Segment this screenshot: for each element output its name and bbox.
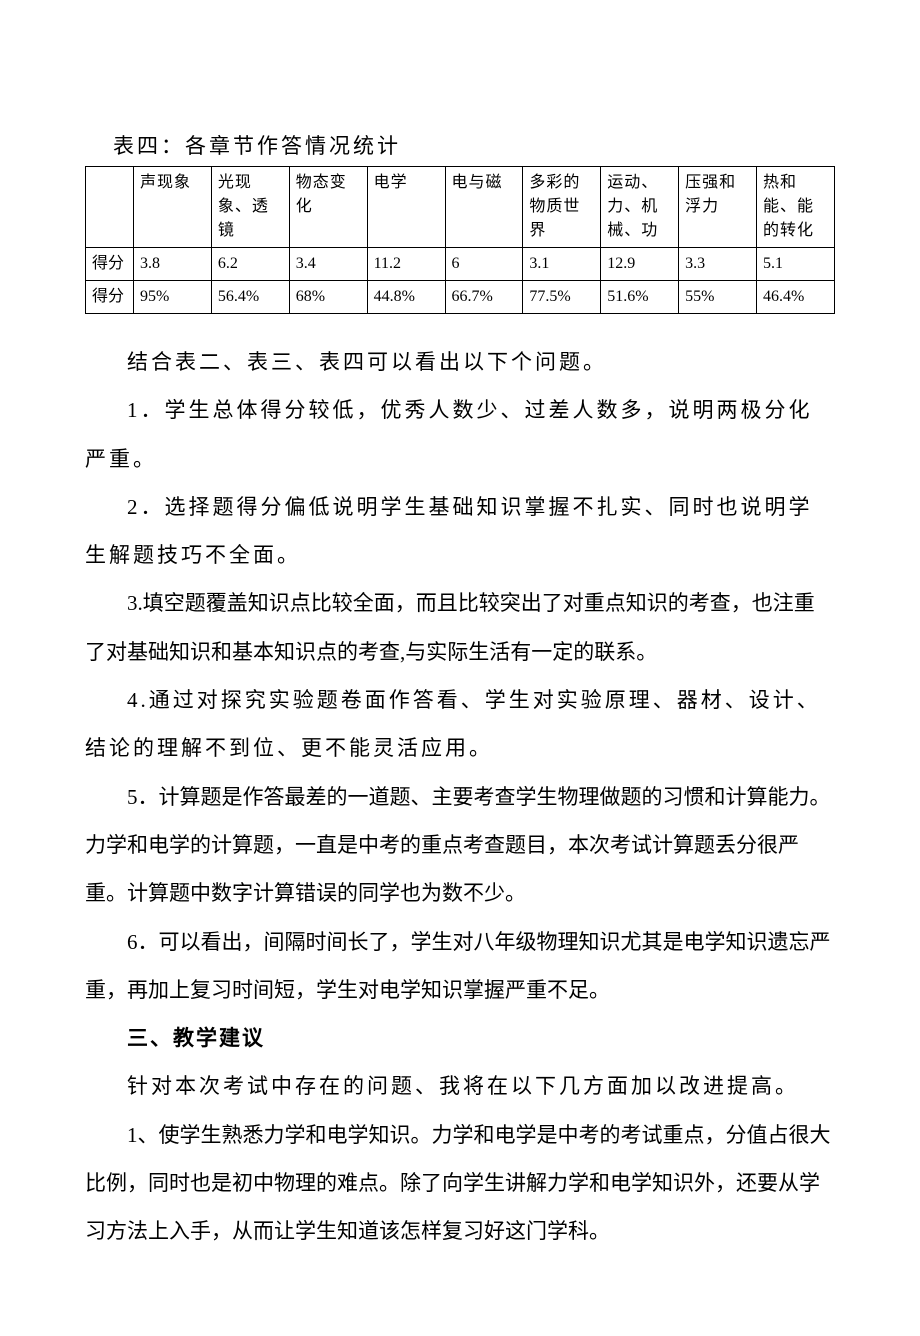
- paragraph-issue-4: 4.通过对探究实验题卷面作答看、学生对实验原理、器材、设计、结论的理解不到位、更…: [85, 676, 835, 773]
- data-cell: 3.1: [523, 248, 601, 281]
- section-heading: 三、教学建议: [85, 1014, 835, 1062]
- data-cell: 12.9: [601, 248, 679, 281]
- row-label: 得分: [86, 281, 134, 314]
- data-cell: 66.7%: [445, 281, 523, 314]
- paragraph-suggestion-1: 1、使学生熟悉力学和电学知识。力学和电学是中考的考试重点，分值占很大比例，同时也…: [85, 1111, 835, 1256]
- data-cell: 95%: [134, 281, 212, 314]
- header-cell: 物态变化: [289, 167, 367, 248]
- data-cell: 56.4%: [211, 281, 289, 314]
- header-cell: 电与磁: [445, 167, 523, 248]
- header-cell: 声现象: [134, 167, 212, 248]
- table-row: 得分 95% 56.4% 68% 44.8% 66.7% 77.5% 51.6%…: [86, 281, 835, 314]
- data-cell: 6.2: [211, 248, 289, 281]
- paragraph-issue-3: 3.填空题覆盖知识点比较全面，而且比较突出了对重点知识的考查，也注重了对基础知识…: [85, 579, 835, 676]
- paragraph-issue-5: 5．计算题是作答最差的一道题、主要考查学生物理做题的习惯和计算能力。力学和电学的…: [85, 773, 835, 918]
- paragraph-intro: 结合表二、表三、表四可以看出以下个问题。: [85, 338, 835, 386]
- data-cell: 3.4: [289, 248, 367, 281]
- chapter-statistics-table: 声现象 光现象、透镜 物态变化 电学 电与磁 多彩的物质世界 运动、力、机械、功…: [85, 166, 835, 314]
- paragraph-issue-1: 1．学生总体得分较低，优秀人数少、过差人数多，说明两极分化严重。: [85, 386, 835, 483]
- paragraph-issue-2: 2．选择题得分偏低说明学生基础知识掌握不扎实、同时也说明学生解题技巧不全面。: [85, 483, 835, 580]
- header-empty: [86, 167, 134, 248]
- header-cell: 多彩的物质世界: [523, 167, 601, 248]
- data-cell: 46.4%: [757, 281, 835, 314]
- table-row: 得分 3.8 6.2 3.4 11.2 6 3.1 12.9 3.3 5.1: [86, 248, 835, 281]
- data-cell: 3.3: [679, 248, 757, 281]
- data-cell: 6: [445, 248, 523, 281]
- header-cell: 热和能、能的转化: [757, 167, 835, 248]
- paragraph-issue-6: 6．可以看出，间隔时间长了，学生对八年级物理知识尤其是电学知识遗忘严重，再加上复…: [85, 918, 835, 1015]
- table-title: 表四：各章节作答情况统计: [113, 130, 835, 160]
- data-cell: 55%: [679, 281, 757, 314]
- row-label: 得分: [86, 248, 134, 281]
- header-cell: 运动、力、机械、功: [601, 167, 679, 248]
- data-cell: 11.2: [367, 248, 445, 281]
- header-cell: 压强和浮力: [679, 167, 757, 248]
- data-cell: 44.8%: [367, 281, 445, 314]
- data-cell: 68%: [289, 281, 367, 314]
- header-cell: 电学: [367, 167, 445, 248]
- data-cell: 77.5%: [523, 281, 601, 314]
- data-cell: 51.6%: [601, 281, 679, 314]
- table-header-row: 声现象 光现象、透镜 物态变化 电学 电与磁 多彩的物质世界 运动、力、机械、功…: [86, 167, 835, 248]
- header-cell: 光现象、透镜: [211, 167, 289, 248]
- data-cell: 5.1: [757, 248, 835, 281]
- paragraph-suggestion-intro: 针对本次考试中存在的问题、我将在以下几方面加以改进提高。: [85, 1062, 835, 1110]
- data-cell: 3.8: [134, 248, 212, 281]
